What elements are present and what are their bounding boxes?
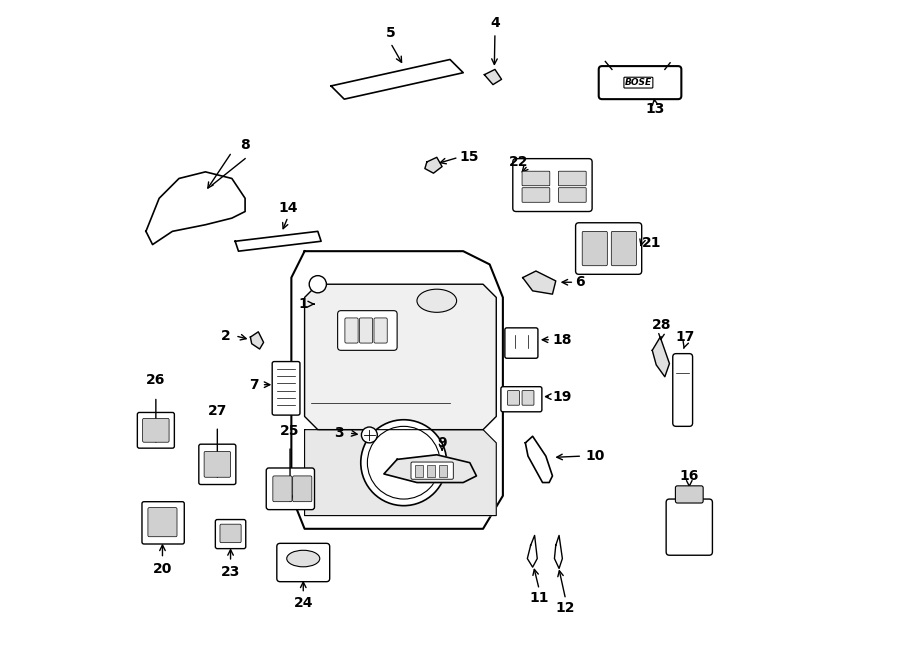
Text: 19: 19	[553, 389, 572, 404]
FancyBboxPatch shape	[675, 486, 703, 503]
Text: 20: 20	[153, 562, 172, 576]
Text: 8: 8	[240, 138, 250, 152]
Polygon shape	[304, 430, 496, 516]
FancyBboxPatch shape	[148, 508, 177, 537]
FancyBboxPatch shape	[142, 418, 169, 442]
Text: 1: 1	[298, 297, 308, 311]
Text: 15: 15	[460, 150, 480, 165]
Text: 17: 17	[675, 330, 694, 344]
FancyBboxPatch shape	[411, 462, 454, 479]
Text: 11: 11	[529, 591, 549, 605]
Text: 23: 23	[220, 565, 240, 579]
FancyBboxPatch shape	[576, 223, 642, 274]
Text: 6: 6	[576, 275, 585, 290]
FancyBboxPatch shape	[199, 444, 236, 485]
Text: 3: 3	[335, 426, 344, 440]
FancyBboxPatch shape	[277, 543, 329, 582]
FancyBboxPatch shape	[505, 328, 538, 358]
FancyBboxPatch shape	[292, 476, 312, 502]
Polygon shape	[384, 455, 476, 483]
FancyBboxPatch shape	[359, 318, 373, 343]
Text: 22: 22	[508, 155, 528, 169]
Circle shape	[310, 276, 327, 293]
FancyBboxPatch shape	[345, 318, 358, 343]
FancyBboxPatch shape	[666, 499, 713, 555]
Text: 14: 14	[278, 201, 298, 215]
Polygon shape	[652, 337, 670, 377]
FancyBboxPatch shape	[501, 387, 542, 412]
Text: 24: 24	[293, 596, 313, 610]
FancyBboxPatch shape	[598, 66, 681, 99]
FancyBboxPatch shape	[558, 171, 586, 186]
Polygon shape	[526, 436, 553, 483]
Text: 7: 7	[248, 377, 258, 392]
FancyBboxPatch shape	[611, 231, 636, 266]
FancyBboxPatch shape	[374, 318, 387, 343]
Polygon shape	[484, 69, 501, 85]
FancyBboxPatch shape	[142, 502, 184, 544]
Text: 25: 25	[280, 424, 300, 438]
Ellipse shape	[417, 290, 456, 312]
Text: 26: 26	[146, 373, 166, 387]
Text: 5: 5	[385, 26, 395, 40]
Circle shape	[361, 420, 446, 506]
Text: 12: 12	[556, 601, 575, 615]
FancyBboxPatch shape	[522, 188, 550, 202]
Text: 16: 16	[680, 469, 699, 483]
Text: 21: 21	[642, 235, 662, 250]
Text: 4: 4	[491, 16, 500, 30]
Ellipse shape	[287, 550, 320, 567]
FancyBboxPatch shape	[138, 412, 175, 448]
FancyBboxPatch shape	[272, 362, 300, 415]
FancyBboxPatch shape	[522, 391, 534, 405]
FancyBboxPatch shape	[582, 231, 608, 266]
Text: 27: 27	[208, 404, 227, 418]
Polygon shape	[146, 172, 245, 245]
Polygon shape	[250, 332, 264, 349]
Text: 13: 13	[645, 102, 664, 116]
Polygon shape	[527, 535, 537, 567]
Polygon shape	[554, 535, 562, 568]
Polygon shape	[292, 251, 503, 529]
Text: 2: 2	[220, 329, 230, 343]
Text: 18: 18	[553, 332, 572, 347]
FancyBboxPatch shape	[273, 476, 292, 502]
Bar	[415, 465, 423, 477]
Bar	[439, 465, 446, 477]
FancyBboxPatch shape	[513, 159, 592, 212]
FancyBboxPatch shape	[204, 451, 230, 477]
FancyBboxPatch shape	[522, 171, 550, 186]
Polygon shape	[304, 284, 496, 430]
FancyBboxPatch shape	[220, 524, 241, 543]
Polygon shape	[331, 59, 464, 99]
FancyBboxPatch shape	[673, 354, 693, 426]
FancyBboxPatch shape	[508, 391, 519, 405]
Text: 10: 10	[586, 449, 605, 463]
FancyBboxPatch shape	[266, 468, 314, 510]
Polygon shape	[235, 231, 321, 251]
Bar	[427, 465, 435, 477]
Polygon shape	[523, 271, 556, 294]
Text: 9: 9	[437, 436, 447, 450]
Text: 28: 28	[652, 318, 671, 332]
Polygon shape	[425, 157, 442, 173]
Circle shape	[367, 426, 440, 499]
Text: BOSE: BOSE	[625, 78, 652, 87]
FancyBboxPatch shape	[338, 311, 397, 350]
FancyBboxPatch shape	[558, 188, 586, 202]
Circle shape	[362, 427, 377, 443]
FancyBboxPatch shape	[215, 520, 246, 549]
